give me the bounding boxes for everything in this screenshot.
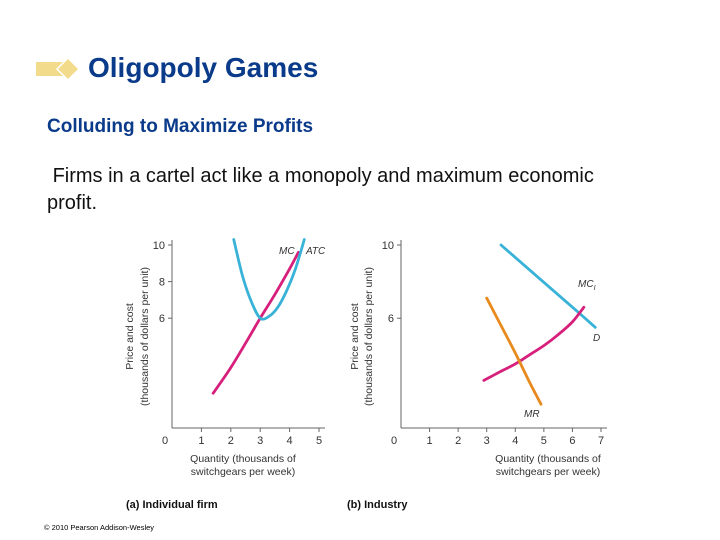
a-y-tick-label: 6 — [159, 313, 165, 325]
b-x-axis-label: switchgears per week) — [496, 466, 600, 478]
b-x-tick-label: 3 — [484, 435, 490, 447]
b-series-mr-line — [485, 296, 543, 406]
b-y-tick-label: 10 — [382, 240, 394, 252]
b-series-mr-label: MR — [524, 409, 540, 420]
slide-title: Oligopoly Games — [88, 52, 319, 83]
a-x-tick-label: 0 — [162, 435, 168, 447]
b-series-mc-i-label: MCI — [578, 279, 596, 292]
b-x-tick-label: 6 — [569, 435, 575, 447]
chart-industry: 0 1 2 3 4 5 6 7 6 10 D MCI MR Price and cost (thousand… — [347, 240, 607, 511]
b-series-d-line — [499, 243, 597, 329]
a-x-tick-label: 5 — [316, 435, 322, 447]
b-series-d-label: D — [593, 333, 600, 344]
a-series-mc-line — [211, 250, 300, 395]
slide-body-text: Firms in a cartel act like a monopoly an… — [47, 163, 647, 217]
a-y-tick-label: 10 — [153, 240, 165, 252]
a-series-mc-label: MC — [279, 246, 295, 257]
a-y-axis-label: (thousands of dollars per unit) — [139, 267, 151, 406]
b-x-tick-label: 4 — [512, 435, 518, 447]
a-y-axis-label: Price and cost — [124, 303, 136, 370]
slide-subtitle: Colluding to Maximize Profits — [47, 116, 314, 137]
bullet-diamond-icon — [36, 58, 81, 80]
b-x-tick-label: 2 — [455, 435, 461, 447]
b-y-axis-label: Price and cost — [349, 303, 361, 370]
chart-individual-firm: 0 1 2 3 4 5 6 8 10 MC ATC Price and cost (thousands … — [124, 238, 326, 511]
b-x-tick-label: 1 — [427, 435, 433, 447]
b-panel-label: (b) Industry — [347, 499, 408, 511]
a-series-atc-label: ATC — [305, 246, 326, 257]
a-y-tick-label: 8 — [159, 277, 165, 289]
b-x-tick-label: 0 — [391, 435, 397, 447]
a-x-tick-label: 4 — [287, 435, 293, 447]
copyright-text: © 2010 Pearson Addison-Wesley — [44, 523, 155, 532]
b-x-axis-label: Quantity (thousands of — [495, 453, 601, 465]
a-series-atc-line — [232, 238, 306, 321]
bullet-diamond — [55, 58, 81, 80]
slide-body: Firms in a cartel act like a monopoly an… — [47, 165, 594, 214]
b-y-tick-label: 6 — [388, 313, 394, 325]
a-x-tick-label: 1 — [198, 435, 204, 447]
a-x-axis-label: Quantity (thousands of — [190, 453, 296, 465]
a-x-axis-label: switchgears per week) — [191, 466, 295, 478]
b-x-tick-label: 5 — [541, 435, 547, 447]
b-x-tick-label: 7 — [598, 435, 604, 447]
b-series-mc-i-line — [482, 305, 586, 382]
a-panel-label: (a) Individual firm — [126, 499, 218, 511]
a-x-tick-label: 3 — [257, 435, 263, 447]
a-x-tick-label: 2 — [228, 435, 234, 447]
b-y-axis-label: (thousands of dollars per unit) — [363, 267, 375, 406]
